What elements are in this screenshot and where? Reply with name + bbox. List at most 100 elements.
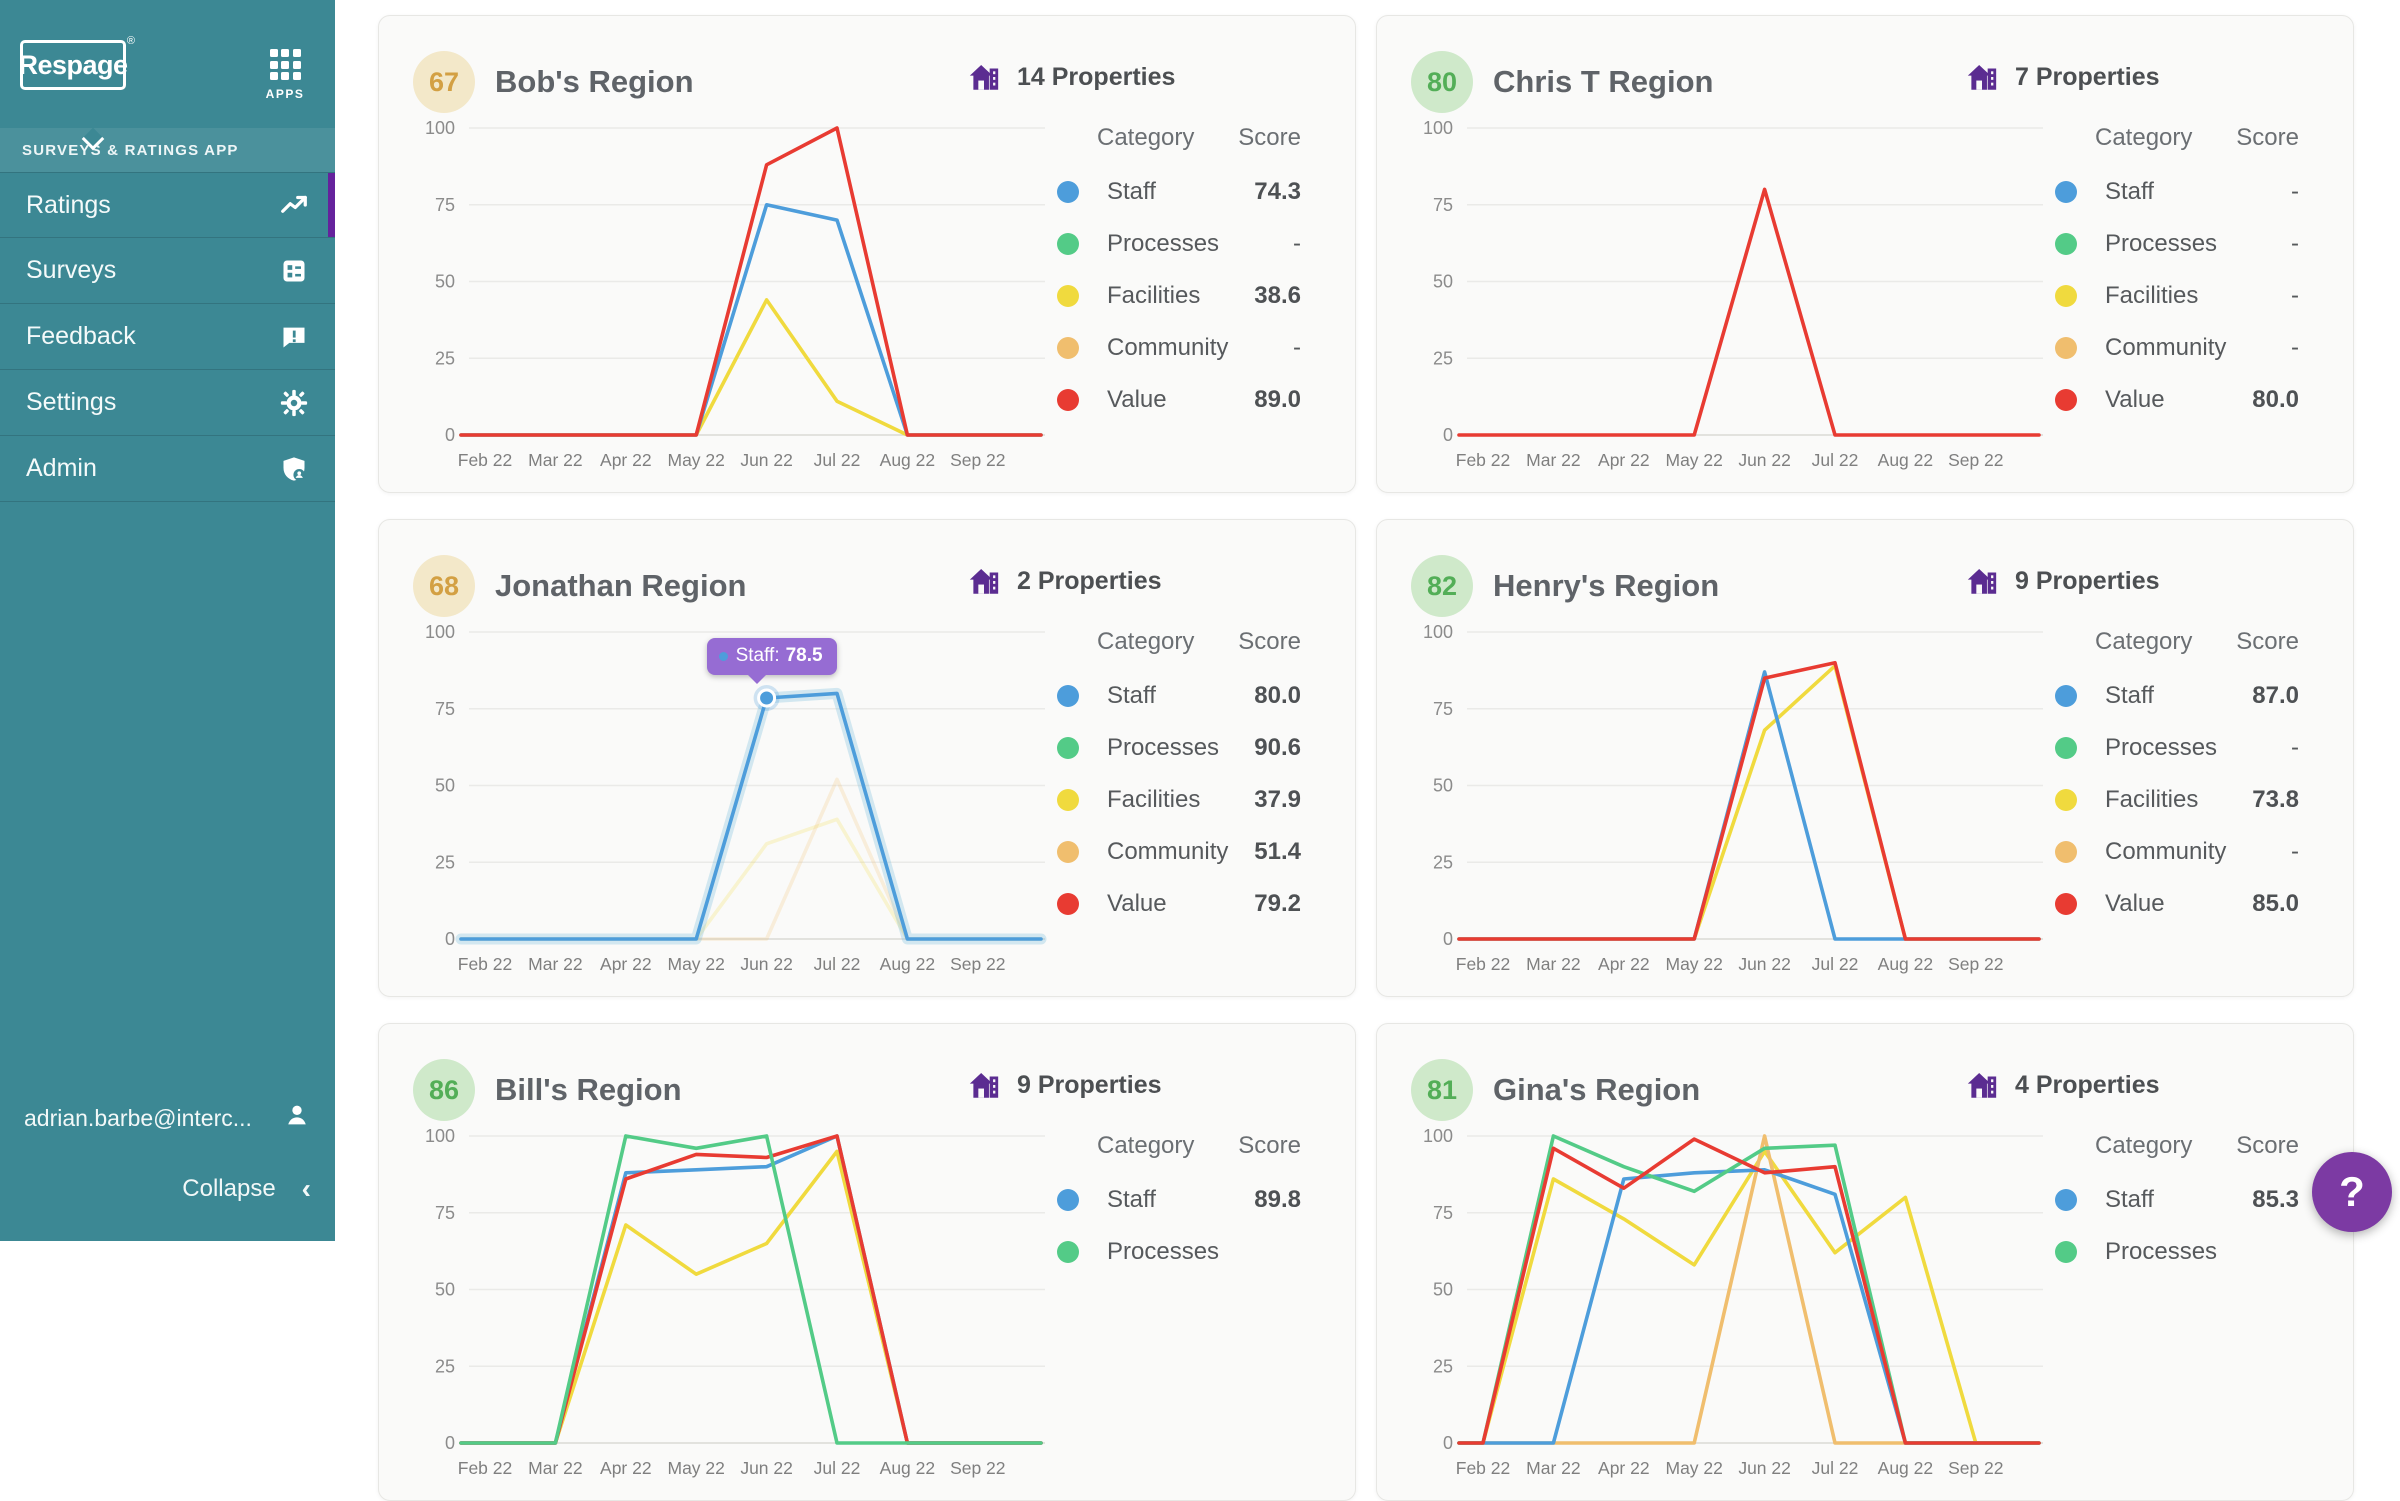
category-dot-icon: [2055, 284, 2077, 307]
apps-label: APPS: [265, 87, 305, 101]
legend-row: Facilities -: [2045, 280, 2311, 311]
category-label: Community: [2105, 837, 2227, 865]
building-icon: [1967, 64, 1997, 90]
category-label: Facilities: [1107, 281, 1201, 309]
line-chart[interactable]: 0 25 50 75 100 Feb 22 Mar 22 Apr 22 May 22 Jun 22…: [1397, 116, 2057, 486]
line-chart[interactable]: 0 25 50 75 100 Feb 22 Mar 22 Apr 22 May 22 Jun 22…: [399, 116, 1059, 486]
score-header: Score: [2236, 628, 2299, 655]
x-tick-label: Apr 22: [1598, 954, 1650, 974]
region-score-badge: 82: [1411, 555, 1473, 617]
sidebar-item-label: Admin: [26, 454, 97, 482]
gear-icon: [279, 388, 309, 418]
series-line-staff: [459, 691, 1043, 941]
x-tick-label: Sep 22: [950, 1458, 1005, 1478]
y-tick-label: 50: [435, 1280, 455, 1300]
y-tick-label: 25: [435, 1356, 455, 1376]
score-legend: Category Score Staff - Processes - Facil…: [2045, 124, 2311, 436]
x-tick-label: Aug 22: [880, 954, 935, 974]
category-label: Community: [1107, 837, 1229, 865]
x-tick-label: Apr 22: [1598, 1458, 1650, 1478]
admin-shield-icon: [279, 454, 309, 484]
series-line-value: [1457, 660, 2041, 941]
y-tick-label: 0: [445, 929, 455, 949]
tooltip-label: Staff:: [735, 645, 780, 666]
x-tick-label: Jun 22: [740, 450, 793, 470]
category-header: Category: [2095, 124, 2193, 151]
category-score: 87.0: [2252, 681, 2299, 709]
legend-row: Community -: [1047, 332, 1313, 363]
y-tick-label: 100: [1423, 118, 1453, 138]
score-legend: Category Score Staff 80.0 Processes 90.6…: [1047, 628, 1313, 940]
x-tick-label: Sep 22: [1948, 450, 2003, 470]
category-score: 89.0: [1254, 385, 1301, 413]
x-tick-label: Feb 22: [458, 450, 512, 470]
properties-count: 7 Properties: [2015, 62, 2160, 91]
y-tick-label: 25: [435, 348, 455, 368]
account-button[interactable]: adrian.barbe@interc...: [24, 1101, 311, 1135]
y-tick-label: 50: [1433, 272, 1453, 292]
apps-button[interactable]: APPS: [255, 44, 315, 101]
properties-count: 9 Properties: [2015, 566, 2160, 595]
category-score: 79.2: [1254, 889, 1301, 917]
sidebar-item-feedback[interactable]: Feedback: [0, 304, 335, 370]
legend-row: Facilities 38.6: [1047, 280, 1313, 311]
building-icon: [969, 1072, 999, 1098]
y-tick-label: 0: [1443, 929, 1453, 949]
series-line-community: [459, 777, 1043, 941]
feedback-bubble-icon: [279, 322, 309, 352]
properties-count: 14 Properties: [1017, 62, 1176, 91]
main-content: 67 Bob's Region 14 Properties 0 25 50 75 100…: [335, 0, 2400, 1501]
region-score-badge: 81: [1411, 1059, 1473, 1121]
sidebar-item-label: Surveys: [26, 256, 117, 284]
respage-logo: Respage ®: [18, 35, 135, 151]
category-dot-icon: [1057, 284, 1079, 307]
category-header: Category: [1097, 1132, 1195, 1159]
region-score-badge: 80: [1411, 51, 1473, 113]
properties-count: 4 Properties: [2015, 1070, 2160, 1099]
x-tick-label: Aug 22: [880, 1458, 935, 1478]
region-cards-grid: 67 Bob's Region 14 Properties 0 25 50 75 100…: [378, 15, 2354, 1501]
category-score: 80.0: [1254, 681, 1301, 709]
category-score: 51.4: [1254, 837, 1301, 865]
sidebar-item-settings[interactable]: Settings: [0, 370, 335, 436]
score-header: Score: [1238, 628, 1301, 655]
legend-row: Value 85.0: [2045, 888, 2311, 919]
line-chart[interactable]: 0 25 50 75 100 Feb 22 Mar 22 Apr 22 May 22 Jun 22…: [1397, 620, 2057, 990]
score-header: Score: [1238, 1132, 1301, 1159]
x-tick-label: Jul 22: [1812, 954, 1859, 974]
line-chart[interactable]: 0 25 50 75 100 Feb 22 Mar 22 Apr 22 May 22 Jun 22…: [399, 1124, 1059, 1494]
legend-row: Processes -: [2045, 228, 2311, 259]
series-line-value: [1457, 1137, 2041, 1445]
x-tick-label: Feb 22: [1456, 1458, 1510, 1478]
line-chart[interactable]: 0 25 50 75 100 Feb 22 Mar 22 Apr 22 May 22 Jun 22…: [1397, 1124, 2057, 1494]
category-dot-icon: [2055, 1188, 2077, 1211]
legend-row: Processes 90.6: [1047, 732, 1313, 763]
properties-group: 4 Properties: [1965, 1068, 2160, 1102]
region-title: Henry's Region: [1493, 568, 1720, 603]
legend-header: Category Score: [1047, 124, 1313, 152]
sidebar-item-label: Settings: [26, 388, 117, 416]
category-score: -: [1293, 333, 1301, 361]
building-icon: [1967, 568, 1997, 594]
sidebar-item-label: Ratings: [26, 190, 111, 219]
x-tick-label: Feb 22: [1456, 450, 1510, 470]
y-tick-label: 75: [1433, 1203, 1453, 1223]
properties-group: 14 Properties: [967, 60, 1175, 94]
collapse-button[interactable]: Collapse ‹: [24, 1173, 311, 1205]
x-tick-label: May 22: [1666, 450, 1723, 470]
x-tick-label: Jul 22: [814, 450, 861, 470]
y-tick-label: 75: [1433, 195, 1453, 215]
sidebar-item-admin[interactable]: Admin: [0, 436, 335, 502]
category-label: Staff: [1107, 177, 1156, 205]
survey-form-icon: [279, 256, 309, 286]
sidebar-item-ratings[interactable]: Ratings: [0, 172, 335, 238]
line-chart[interactable]: 0 25 50 75 100 Feb 22 Mar 22 Apr 22 May 22 Jun 22…: [399, 620, 1059, 990]
sidebar-item-surveys[interactable]: Surveys: [0, 238, 335, 304]
category-dot-icon: [2055, 180, 2077, 203]
score-header: Score: [1238, 124, 1301, 151]
category-label: Processes: [2105, 733, 2218, 761]
help-button[interactable]: ?: [2312, 1152, 2392, 1232]
series-line-facilities: [1457, 1149, 2041, 1445]
category-label: Processes: [1107, 733, 1220, 761]
series-line-facilities: [459, 817, 1043, 941]
